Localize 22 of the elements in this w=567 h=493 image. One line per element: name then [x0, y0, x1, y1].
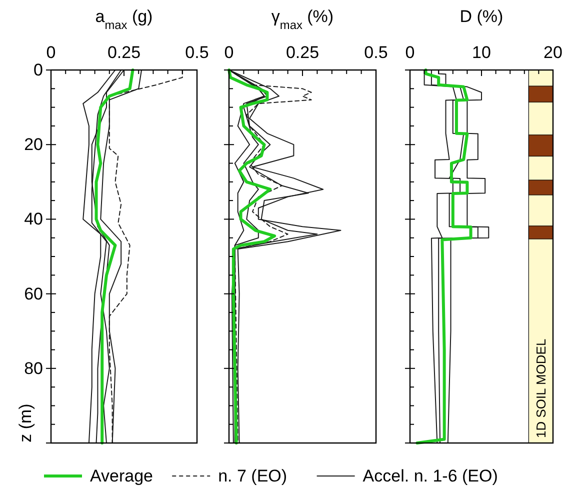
y-tick-label: 80: [24, 358, 43, 378]
x-tick-label: 0: [405, 43, 415, 62]
x-tick-label: 20: [544, 43, 562, 62]
legend-label: Average: [90, 466, 154, 486]
y-tick-label: 60: [24, 284, 43, 304]
y-axis-title: z (m): [16, 404, 34, 442]
x-axis-title: a$_{max}$ (g): [95, 7, 153, 32]
x-tick-label: 0.25: [286, 43, 320, 62]
y-tick-label: 0: [34, 60, 43, 80]
x-tick-label: 0.5: [364, 43, 388, 62]
x-tick-label: 10: [472, 43, 491, 62]
x-tick-label: 0: [224, 43, 234, 62]
legend-label: n. 7 (EO): [218, 466, 288, 486]
x-axis-title: D (%): [460, 7, 504, 26]
x-tick-label: 0.5: [185, 43, 209, 62]
x-tick-label: 0: [46, 43, 56, 62]
x-tick-label: 0.25: [107, 43, 141, 62]
legend-label: Accel. n. 1-6 (EO): [362, 466, 498, 486]
y-tick-label: 20: [24, 135, 43, 154]
x-axis-title: γ$_{max}$ (%): [271, 7, 334, 32]
annotation: 1D SOIL MODEL: [533, 338, 548, 438]
y-tick-label: 40: [24, 210, 43, 229]
